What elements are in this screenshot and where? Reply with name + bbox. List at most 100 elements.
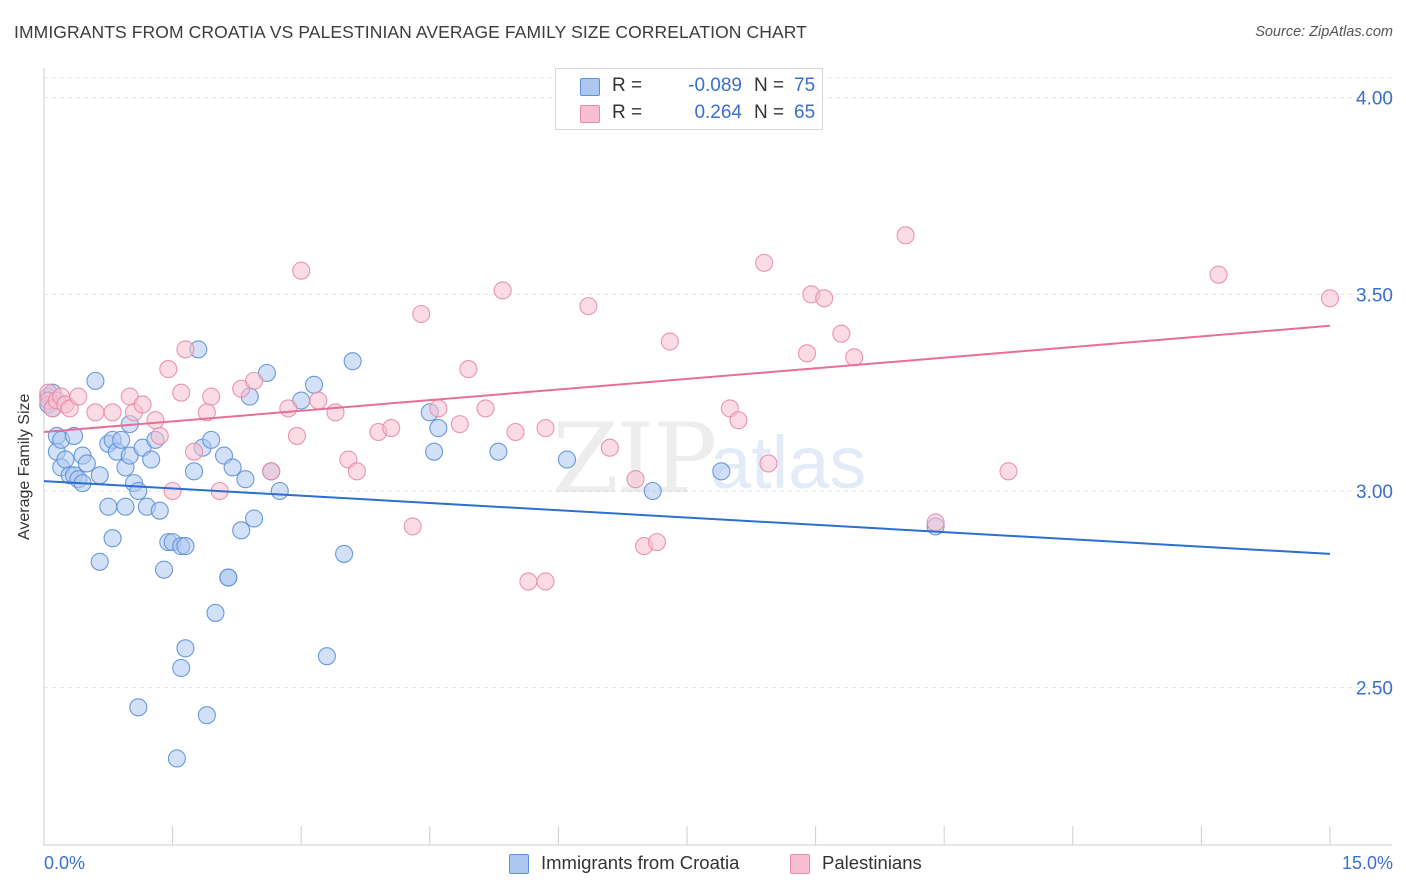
point-croatia [129, 481, 148, 501]
point-palestinian [999, 462, 1018, 481]
point-croatia [129, 698, 148, 717]
y-tick-label: 3.00 [1356, 482, 1393, 503]
stats-legend: R = -0.089 N = 75 R = 0.264 N = 65 [555, 68, 823, 130]
point-palestinian [519, 572, 538, 591]
point-croatia [172, 658, 191, 678]
point-croatia [343, 352, 362, 371]
point-croatia [429, 419, 448, 438]
legend-r-label: R = [612, 75, 643, 96]
point-croatia [712, 462, 731, 481]
point-palestinian [536, 419, 555, 438]
point-croatia [116, 497, 135, 516]
point-palestinian [287, 426, 306, 445]
point-palestinian [845, 348, 864, 367]
point-palestinian [459, 360, 478, 379]
point-croatia [176, 639, 195, 658]
point-palestinian [815, 289, 834, 308]
point-croatia [643, 481, 662, 501]
point-palestinian [292, 261, 311, 280]
point-palestinian [476, 399, 495, 418]
point-croatia [77, 454, 96, 473]
point-palestinian [536, 572, 555, 591]
y-tick-label: 4.00 [1356, 89, 1393, 110]
point-palestinian [755, 253, 774, 272]
point-palestinian [579, 297, 598, 316]
points-layer [39, 226, 1340, 768]
point-palestinian [412, 304, 431, 324]
point-croatia [557, 450, 577, 469]
point-palestinian [163, 481, 182, 501]
point-palestinian [159, 360, 178, 379]
y-tick-label: 2.50 [1356, 679, 1393, 700]
point-croatia [90, 552, 109, 571]
point-palestinian [729, 411, 748, 430]
point-palestinian [150, 426, 169, 445]
point-palestinian [600, 438, 619, 457]
y-axis-title-wrap: Average Family Size [16, 314, 34, 540]
point-croatia [176, 537, 195, 556]
point-croatia [317, 647, 336, 666]
point-palestinian [279, 399, 298, 418]
point-palestinian [759, 454, 778, 473]
point-croatia [305, 375, 324, 394]
point-croatia [103, 529, 122, 548]
legend-n-value: 75 [794, 75, 816, 96]
point-croatia [167, 749, 186, 768]
point-palestinian [244, 371, 264, 390]
trend-layer [43, 324, 1331, 555]
point-palestinian [176, 340, 195, 359]
point-palestinian [1209, 265, 1228, 284]
point-croatia [99, 497, 118, 516]
point-croatia [90, 466, 109, 485]
x-tick-label: 0.0% [44, 853, 85, 873]
y-tick-label: 3.50 [1356, 285, 1393, 306]
bottom-legend-label: Immigrants from Croatia [541, 852, 740, 873]
legend-swatch-blue [580, 78, 600, 96]
point-palestinian [450, 415, 469, 434]
point-palestinian [184, 442, 204, 461]
point-croatia [64, 426, 84, 445]
point-palestinian [69, 387, 88, 406]
point-palestinian [797, 344, 817, 363]
point-croatia [244, 509, 264, 528]
legend-n-value: 65 [794, 102, 816, 123]
point-croatia [142, 450, 161, 469]
point-palestinian [926, 513, 945, 532]
point-palestinian [429, 399, 448, 418]
trend-line-palestinian [43, 324, 1331, 433]
legend-r-label: R = [612, 102, 643, 123]
chart-title: IMMIGRANTS FROM CROATIA VS PALESTINIAN A… [14, 22, 807, 42]
point-croatia [202, 430, 221, 449]
point-croatia [154, 560, 174, 579]
point-croatia [86, 371, 105, 390]
point-croatia [184, 462, 204, 481]
point-palestinian [103, 403, 122, 422]
watermark: ZIP atlas [552, 403, 866, 515]
point-palestinian [493, 281, 512, 300]
point-croatia [150, 501, 169, 520]
watermark-atlas: atlas [710, 421, 866, 504]
point-palestinian [86, 403, 105, 422]
axis-layer [43, 68, 1392, 846]
point-croatia [219, 568, 238, 587]
point-palestinian [309, 391, 328, 410]
point-palestinian [403, 517, 422, 536]
point-palestinian [896, 226, 915, 245]
point-palestinian [626, 470, 645, 489]
point-palestinian [347, 462, 366, 481]
legend-r-value: 0.264 [694, 102, 742, 123]
bottom-legend-swatch-blue [509, 854, 529, 874]
point-palestinian [146, 411, 165, 430]
point-croatia [270, 481, 289, 501]
point-palestinian [647, 533, 667, 552]
point-palestinian [262, 462, 281, 481]
tick-labels: 2.50 3.00 3.50 4.00 0.0% 15.0% [44, 89, 1393, 873]
point-palestinian [660, 332, 679, 351]
point-croatia [223, 458, 242, 477]
bottom-legend-swatch-pink [790, 854, 810, 874]
point-palestinian [382, 419, 401, 438]
watermark-zip: ZIP [552, 403, 715, 515]
point-palestinian [1320, 289, 1340, 308]
bottom-legend-label: Palestinians [822, 852, 922, 873]
